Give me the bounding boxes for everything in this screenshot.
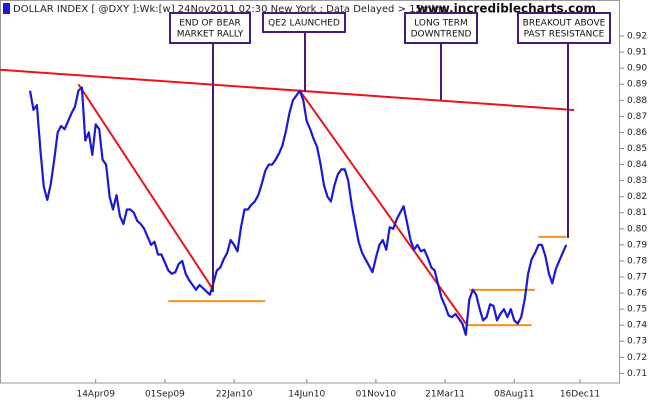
annotation-text: DOWNTREND bbox=[411, 30, 472, 40]
y-tick-label: 0.90 bbox=[627, 64, 647, 74]
y-tick-label: 0.79 bbox=[627, 240, 647, 250]
y-tick-label: 0.87 bbox=[627, 112, 647, 122]
y-tick-label: 0.84 bbox=[627, 160, 647, 170]
annotation-box bbox=[262, 12, 346, 33]
annotation-text: PAST RESISTANCE bbox=[524, 30, 605, 40]
plot-frame bbox=[0, 0, 620, 384]
y-tick-label: 0.92 bbox=[627, 32, 647, 42]
annotation-text: QE2 LAUNCHED bbox=[268, 19, 340, 29]
x-tick-label: 14Jun10 bbox=[288, 390, 325, 400]
y-tick-label: 0.71 bbox=[627, 369, 647, 379]
y-tick-label: 0.89 bbox=[627, 80, 647, 90]
y-tick-label: 0.83 bbox=[627, 176, 647, 186]
y-tick-label: 0.76 bbox=[627, 289, 647, 299]
y-tick-label: 0.86 bbox=[627, 128, 647, 138]
annotation-text: LONG TERM bbox=[414, 19, 468, 29]
annotation-box bbox=[404, 12, 478, 44]
x-tick-label: 01Sep09 bbox=[145, 390, 185, 400]
price-line bbox=[28, 86, 568, 336]
y-tick-label: 0.74 bbox=[627, 321, 647, 331]
x-tick-label: 21Mar11 bbox=[425, 390, 465, 400]
y-tick-label: 0.77 bbox=[627, 272, 647, 282]
y-tick-label: 0.73 bbox=[627, 337, 647, 347]
y-tick-label: 0.80 bbox=[627, 224, 647, 234]
y-tick-label: 0.72 bbox=[627, 353, 647, 363]
annotation-text: MARKET RALLY bbox=[177, 30, 244, 40]
annotation-text: END OF BEAR bbox=[179, 19, 241, 29]
y-tick-label: 0.78 bbox=[627, 256, 647, 266]
annotation-box bbox=[169, 12, 251, 44]
x-tick-label: 08Aug11 bbox=[494, 390, 534, 400]
trendline bbox=[0, 68, 575, 111]
chart-title: DOLLAR INDEX [ @DXY ]:Wk:[w] 24Nov2011 0… bbox=[13, 4, 446, 15]
x-tick-label: 14Apr09 bbox=[76, 390, 115, 400]
y-tick-label: 0.85 bbox=[627, 144, 647, 154]
x-tick-label: 22Jan10 bbox=[216, 390, 253, 400]
legend-swatch bbox=[3, 3, 10, 14]
y-tick-label: 0.91 bbox=[627, 48, 647, 58]
x-tick-label: 01Nov10 bbox=[356, 390, 397, 400]
x-tick-label: 16Dec11 bbox=[560, 390, 600, 400]
y-tick-label: 0.88 bbox=[627, 96, 647, 106]
y-tick-label: 0.75 bbox=[627, 305, 647, 315]
trendline bbox=[77, 83, 215, 291]
y-tick-label: 0.82 bbox=[627, 192, 647, 202]
annotation-box bbox=[517, 12, 611, 44]
y-tick-label: 0.81 bbox=[627, 208, 647, 218]
annotation-text: BREAKOUT ABOVE bbox=[523, 19, 606, 29]
